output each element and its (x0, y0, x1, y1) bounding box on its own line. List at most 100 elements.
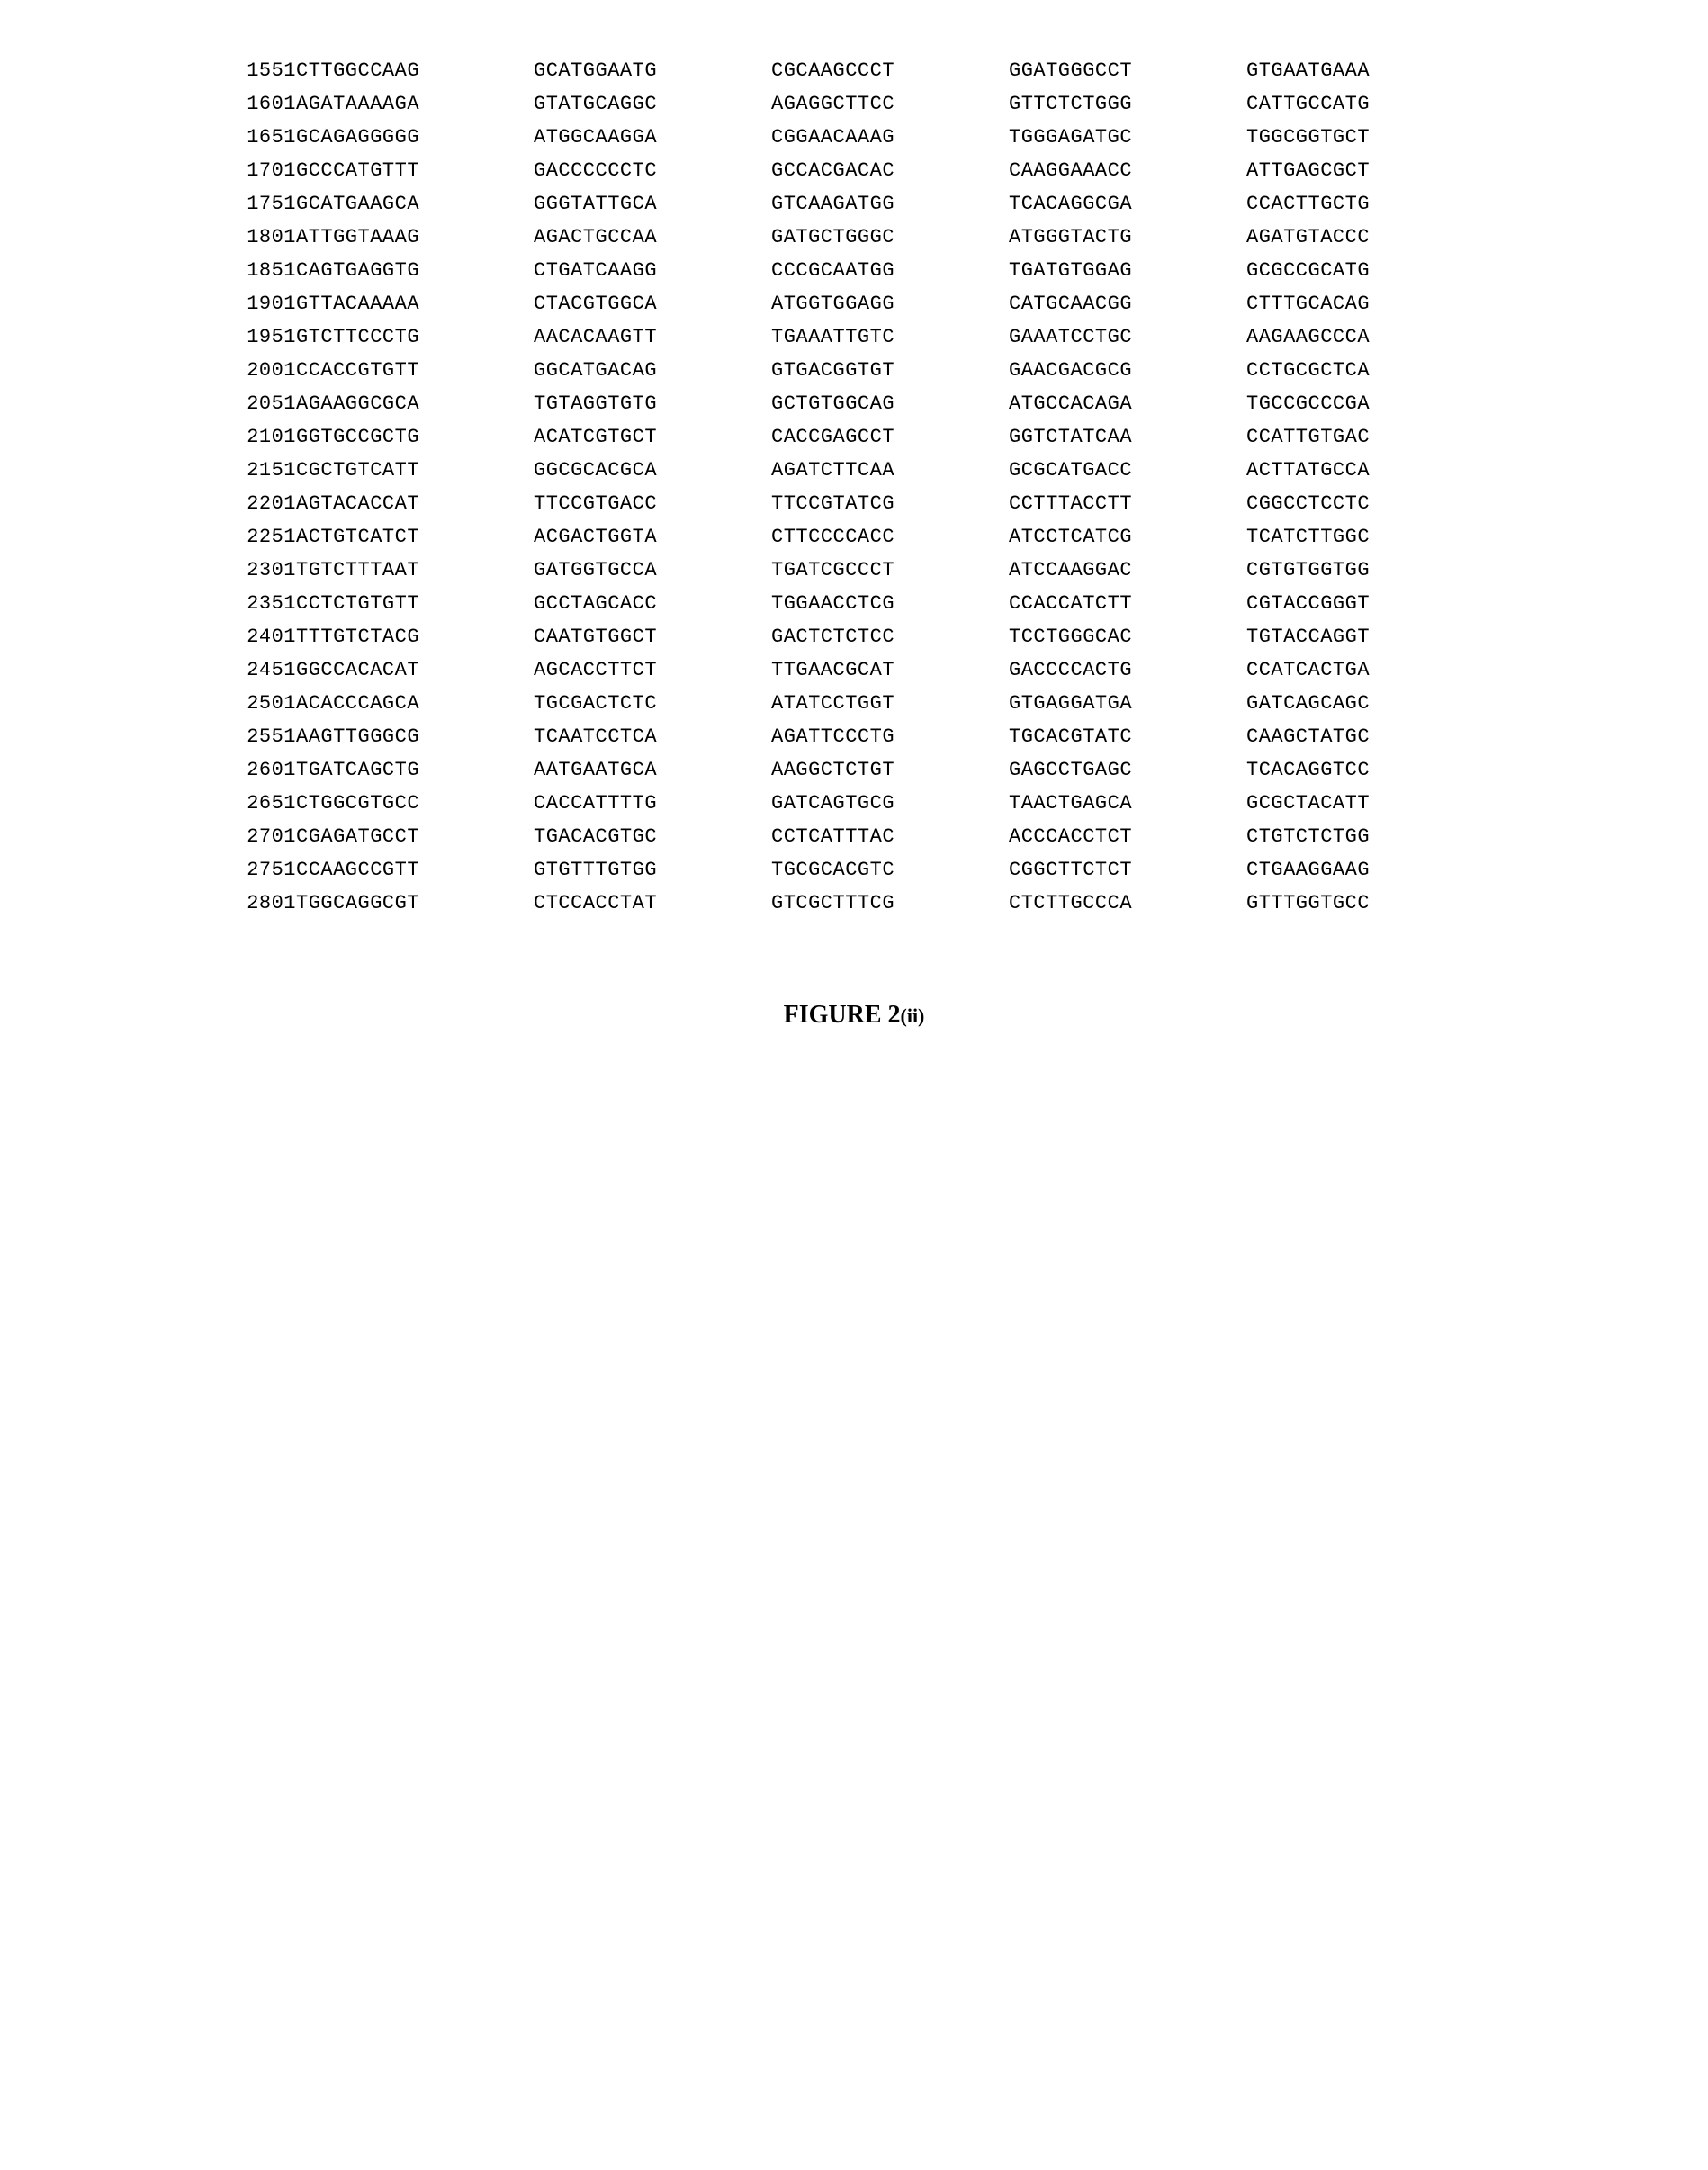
sequence-position: 1901 (224, 287, 296, 320)
sequence-block: CCACTTGCTG (1246, 187, 1484, 221)
sequence-block: TGGCAGGCGT (296, 887, 534, 920)
sequence-block: TTCCGTATCG (771, 487, 1009, 520)
sequence-block: GATCAGCAGC (1246, 687, 1484, 720)
sequence-block: GACCCCCCTC (534, 154, 771, 187)
sequence-block: CTCCACCTAT (534, 887, 771, 920)
sequence-block: CAGTGAGGTG (296, 254, 534, 287)
sequence-block: CGGCCTCCTC (1246, 487, 1484, 520)
sequence-block: CGCTGTCATT (296, 454, 534, 487)
sequence-block: GTGAATGAAA (1246, 54, 1484, 87)
sequence-row: 1851CAGTGAGGTGCTGATCAAGGCCCGCAATGGTGATGT… (224, 254, 1484, 287)
sequence-block: CGAGATGCCT (296, 820, 534, 853)
sequence-position: 2701 (224, 820, 296, 853)
sequence-row: 1601AGATAAAAGAGTATGCAGGCAGAGGCTTCCGTTCTC… (224, 87, 1484, 121)
sequence-block: TCATCTTGGC (1246, 520, 1484, 554)
sequence-block: CTGGCGTGCC (296, 787, 534, 820)
sequence-block: TGTACCAGGT (1246, 620, 1484, 653)
sequence-block: GGCGCACGCA (534, 454, 771, 487)
sequence-row: 2351CCTCTGTGTTGCCTAGCACCTGGAACCTCGCCACCA… (224, 587, 1484, 620)
sequence-block: TGCGACTCTC (534, 687, 771, 720)
sequence-block: TGCCGCCCGA (1246, 387, 1484, 420)
sequence-position: 2801 (224, 887, 296, 920)
sequence-position: 1801 (224, 221, 296, 254)
sequence-block: CCATCACTGA (1246, 653, 1484, 687)
sequence-block: GTCTTCCCTG (296, 320, 534, 354)
sequence-block: ACTTATGCCA (1246, 454, 1484, 487)
sequence-row: 2151CGCTGTCATTGGCGCACGCAAGATCTTCAAGCGCAT… (224, 454, 1484, 487)
sequence-row: 1751GCATGAAGCAGGGTATTGCAGTCAAGATGGTCACAG… (224, 187, 1484, 221)
sequence-position: 1951 (224, 320, 296, 354)
sequence-position: 2251 (224, 520, 296, 554)
sequence-block: GAGCCTGAGC (1009, 753, 1246, 787)
sequence-block: CTTCCCCACC (771, 520, 1009, 554)
sequence-block: GCGCTACATT (1246, 787, 1484, 820)
sequence-row: 1701GCCCATGTTTGACCCCCCTCGCCACGACACCAAGGA… (224, 154, 1484, 187)
sequence-position: 2401 (224, 620, 296, 653)
sequence-block: CGTGTGGTGG (1246, 554, 1484, 587)
sequence-block: ATGGTGGAGG (771, 287, 1009, 320)
sequence-block: GTTACAAAAA (296, 287, 534, 320)
sequence-block: CTGATCAAGG (534, 254, 771, 287)
sequence-block: TGCGCACGTC (771, 853, 1009, 887)
sequence-block: ATGCCACAGA (1009, 387, 1246, 420)
sequence-block: GAACGACGCG (1009, 354, 1246, 387)
sequence-block: GGATGGGCCT (1009, 54, 1246, 87)
sequence-position: 1551 (224, 54, 296, 87)
sequence-block: GACCCCACTG (1009, 653, 1246, 687)
sequence-block: AGATGTACCC (1246, 221, 1484, 254)
sequence-block: TTCCGTGACC (534, 487, 771, 520)
sequence-block: GAAATCCTGC (1009, 320, 1246, 354)
sequence-block: CGGCTTCTCT (1009, 853, 1246, 887)
sequence-block: TAACTGAGCA (1009, 787, 1246, 820)
sequence-block: GCGCCGCATG (1246, 254, 1484, 287)
sequence-block: GATCAGTGCG (771, 787, 1009, 820)
sequence-position: 2601 (224, 753, 296, 787)
sequence-block: AGATTCCCTG (771, 720, 1009, 753)
sequence-block: CTACGTGGCA (534, 287, 771, 320)
sequence-block: ATGGGTACTG (1009, 221, 1246, 254)
sequence-block: GGGTATTGCA (534, 187, 771, 221)
sequence-block: CACCGAGCCT (771, 420, 1009, 454)
sequence-block: TGCACGTATC (1009, 720, 1246, 753)
sequence-block: CCTGCGCTCA (1246, 354, 1484, 387)
sequence-row: 2001CCACCGTGTTGGCATGACAGGTGACGGTGTGAACGA… (224, 354, 1484, 387)
sequence-block: GGTCTATCAA (1009, 420, 1246, 454)
sequence-block: CCACCGTGTT (296, 354, 534, 387)
sequence-block: ACGACTGGTA (534, 520, 771, 554)
sequence-row: 2501ACACCCAGCATGCGACTCTCATATCCTGGTGTGAGG… (224, 687, 1484, 720)
sequence-block: GCCCATGTTT (296, 154, 534, 187)
sequence-block: TCCTGGGCAC (1009, 620, 1246, 653)
sequence-row: 1901GTTACAAAAACTACGTGGCAATGGTGGAGGCATGCA… (224, 287, 1484, 320)
sequence-row: 2401TTTGTCTACGCAATGTGGCTGACTCTCTCCTCCTGG… (224, 620, 1484, 653)
sequence-block: CGCAAGCCCT (771, 54, 1009, 87)
sequence-block: CCATTGTGAC (1246, 420, 1484, 454)
sequence-block: CCCGCAATGG (771, 254, 1009, 287)
sequence-block: CCTCTGTGTT (296, 587, 534, 620)
sequence-position: 2001 (224, 354, 296, 387)
sequence-block: ATCCTCATCG (1009, 520, 1246, 554)
sequence-block: AACACAAGTT (534, 320, 771, 354)
sequence-block: ATTGAGCGCT (1246, 154, 1484, 187)
sequence-row: 1551CTTGGCCAAGGCATGGAATGCGCAAGCCCTGGATGG… (224, 54, 1484, 87)
sequence-position: 2151 (224, 454, 296, 487)
figure-caption: FIGURE 2(ii) (72, 1001, 1636, 1030)
sequence-block: ATTGGTAAAG (296, 221, 534, 254)
sequence-block: TGGAACCTCG (771, 587, 1009, 620)
sequence-block: CCAAGCCGTT (296, 853, 534, 887)
sequence-block: AGCACCTTCT (534, 653, 771, 687)
sequence-position: 2651 (224, 787, 296, 820)
sequence-row: 2101GGTGCCGCTGACATCGTGCTCACCGAGCCTGGTCTA… (224, 420, 1484, 454)
figure-label-sub: (ii) (901, 1004, 925, 1027)
sequence-block: GATGCTGGGC (771, 221, 1009, 254)
sequence-block: CTTTGCACAG (1246, 287, 1484, 320)
sequence-block: GCCACGACAC (771, 154, 1009, 187)
sequence-position: 2201 (224, 487, 296, 520)
sequence-block: CGTACCGGGT (1246, 587, 1484, 620)
sequence-listing: 1551CTTGGCCAAGGCATGGAATGCGCAAGCCCTGGATGG… (224, 54, 1484, 920)
sequence-position: 1601 (224, 87, 296, 121)
sequence-block: TTGAACGCAT (771, 653, 1009, 687)
sequence-position: 2751 (224, 853, 296, 887)
sequence-block: GCGCATGACC (1009, 454, 1246, 487)
sequence-block: GTATGCAGGC (534, 87, 771, 121)
sequence-block: CTGTCTCTGG (1246, 820, 1484, 853)
